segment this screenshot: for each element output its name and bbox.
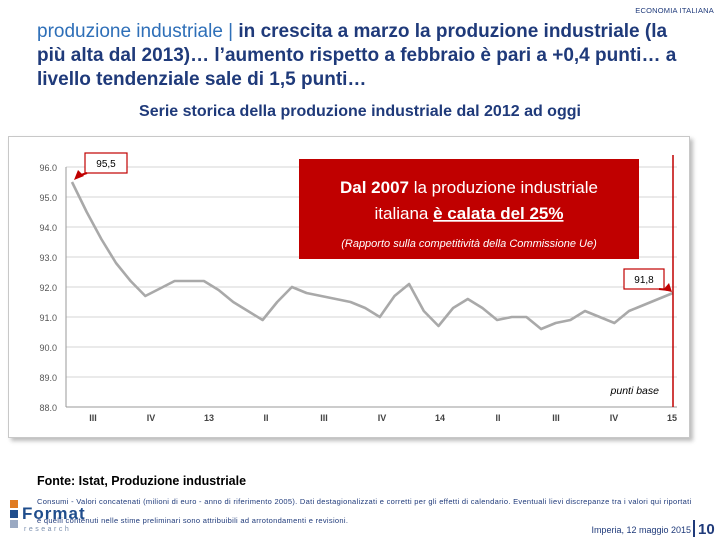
headline-lead: produzione industriale: [37, 21, 223, 42]
source-note: Fonte: Istat, Produzione industriale: [37, 474, 247, 488]
y-tick-label: 91.0: [39, 313, 57, 323]
section-label: ECONOMIA ITALIANA: [635, 6, 714, 15]
production-series-line: [70, 181, 674, 331]
page-divider: [693, 520, 695, 537]
annotation-highlight-text: è calata del 25%: [433, 204, 563, 223]
x-tick-label: IV: [610, 413, 619, 423]
page-headline: produzione industriale | in crescita a m…: [37, 20, 697, 92]
logo-square-blue: [10, 510, 18, 518]
x-tick-label: 13: [204, 413, 214, 423]
format-research-logo: Format research: [8, 496, 85, 538]
x-tick-label: II: [263, 413, 268, 423]
x-tick-label: 15: [667, 413, 677, 423]
end-value-callout: [623, 268, 665, 290]
headline-text: in crescita a marzo la produzione indust…: [37, 21, 677, 90]
x-tick-label: III: [89, 413, 97, 423]
end-value-label: 91,8: [634, 275, 654, 286]
footer-date: Imperia, 12 maggio 2015: [591, 525, 691, 535]
logo-square-grey: [10, 520, 18, 528]
annotation-bold-text: Dal 2007: [340, 178, 409, 197]
annotation-line-2: italiana è calata del 25%: [374, 204, 563, 223]
y-tick-label: 90.0: [39, 343, 57, 353]
annotation-box: [299, 159, 639, 259]
logo-subtitle: research: [24, 526, 72, 533]
logo-square-orange: [10, 500, 18, 508]
start-value-label: 95,5: [96, 159, 116, 170]
y-tick-label: 93.0: [39, 253, 57, 263]
page-number: 10: [698, 521, 715, 538]
x-tick-label: IV: [147, 413, 156, 423]
footnote: Consumi - Valori concatenati (milioni di…: [37, 497, 692, 525]
y-tick-label: 94.0: [39, 223, 57, 233]
x-tick-label: II: [495, 413, 500, 423]
logo-wordmark: Format: [22, 504, 86, 523]
y-tick-label: 95.0: [39, 193, 57, 203]
y-tick-label: 88.0: [39, 403, 57, 413]
x-tick-label: III: [320, 413, 328, 423]
start-value-callout: [84, 152, 128, 174]
unit-note: punti base: [610, 385, 660, 397]
chart-title: Serie storica della produzione industria…: [139, 103, 581, 120]
chart-panel: 96.0 95.0 94.0 93.0 92.0 91.0 90.0 89.0 88.0 III I…: [8, 136, 690, 438]
annotation-line-1: Dal 2007 la produzione industriale: [340, 178, 598, 197]
start-callout-arrowhead: [74, 170, 84, 180]
x-tick-label: 14: [435, 413, 445, 423]
end-callout-arrowhead: [663, 283, 672, 292]
annotation-source-note: (Rapporto sulla competitività della Comm…: [341, 238, 597, 250]
y-tick-label: 96.0: [39, 163, 57, 173]
x-tick-label: III: [552, 413, 560, 423]
annotation-text: italiana: [374, 204, 433, 223]
annotation-text: la produzione industriale: [409, 178, 598, 197]
y-tick-label: 92.0: [39, 283, 57, 293]
x-tick-label: IV: [378, 413, 387, 423]
headline-separator: |: [222, 21, 239, 42]
y-tick-label: 89.0: [39, 373, 57, 383]
